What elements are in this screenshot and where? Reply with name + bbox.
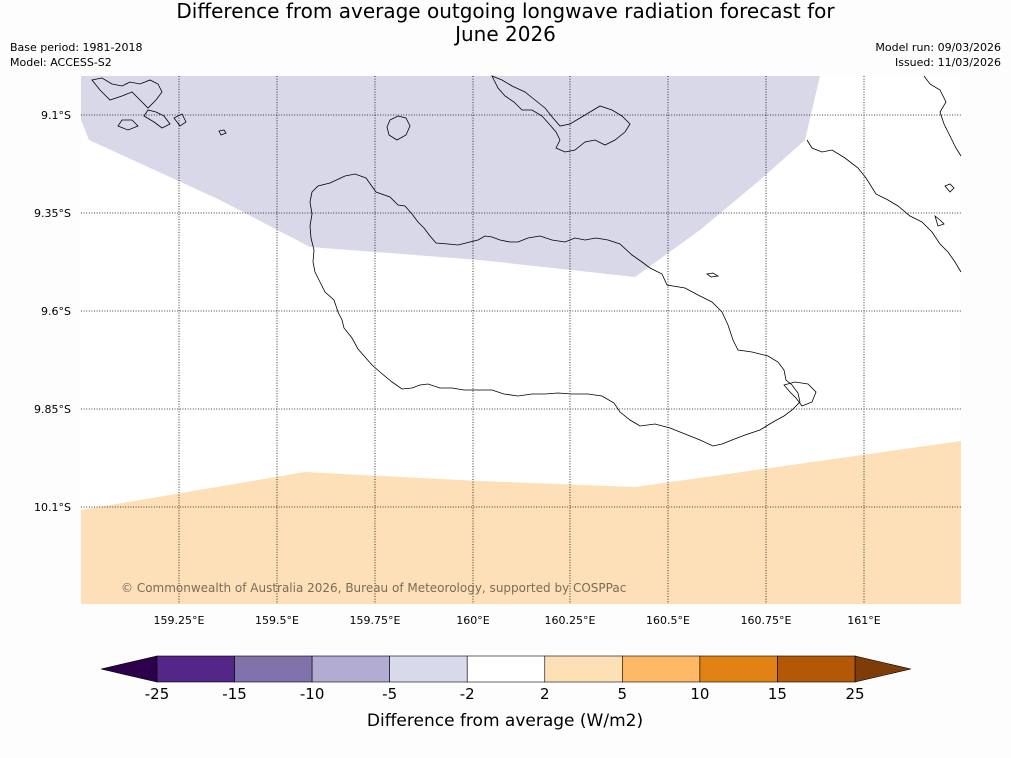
latitude-label: 10.1°S bbox=[34, 501, 71, 514]
title-line-1: Difference from average outgoing longwav… bbox=[176, 0, 835, 23]
longitude-label: 160.25°E bbox=[545, 614, 596, 627]
gridlines bbox=[81, 76, 961, 604]
latitude-labels: 9.1°S 9.35°S 9.6°S 9.85°S 10.1°S bbox=[34, 109, 71, 514]
colorbar-tick-label: -2 bbox=[460, 685, 475, 703]
colorbar-bin bbox=[156, 655, 235, 683]
colorbar-bin bbox=[777, 655, 856, 683]
longitude-label: 161°E bbox=[847, 614, 880, 627]
small-islet-2 bbox=[706, 272, 720, 278]
colorbar-tick-label: 25 bbox=[845, 685, 864, 703]
title-line-2: June 2026 bbox=[455, 22, 556, 46]
colorbar-under-triangle bbox=[100, 655, 158, 683]
latitude-label: 9.85°S bbox=[34, 403, 71, 416]
longitude-label: 160°E bbox=[456, 614, 489, 627]
colorbar-title: Difference from average (W/m2) bbox=[367, 711, 643, 731]
colorbar-bin bbox=[699, 655, 778, 683]
colorbar: -25 -15 -10 -5 -2 2 5 10 15 25 bbox=[100, 655, 912, 703]
colorbar-tick-label: 5 bbox=[618, 685, 628, 703]
issued-date: Issued: 11/03/2026 bbox=[894, 56, 1001, 69]
colorbar-tick-label: -25 bbox=[145, 685, 170, 703]
latitude-label: 9.1°S bbox=[41, 109, 71, 122]
longitude-label: 160.5°E bbox=[646, 614, 690, 627]
colorbar-bin bbox=[389, 655, 468, 683]
marau-islets bbox=[783, 381, 817, 407]
southern-anomaly-region bbox=[81, 441, 961, 604]
colorbar-tick-label: -5 bbox=[382, 685, 397, 703]
meta-left: Base period: 1981-2018 Model: ACCESS-S2 bbox=[10, 40, 142, 70]
base-period: Base period: 1981-2018 bbox=[10, 41, 143, 54]
longitude-label: 159.75°E bbox=[350, 614, 401, 627]
colorbar-tick-label: -10 bbox=[300, 685, 325, 703]
longitude-labels: 159.25°E 159.5°E 159.75°E 160°E 160.25°E 160.… bbox=[154, 614, 881, 627]
northern-anomaly-region bbox=[81, 76, 820, 277]
latitude-label: 9.6°S bbox=[41, 305, 71, 318]
savo-island bbox=[386, 115, 411, 141]
longitude-label: 159.25°E bbox=[154, 614, 205, 627]
malaita-islets bbox=[934, 183, 955, 227]
longitude-label: 160.75°E bbox=[741, 614, 792, 627]
colorbar-tick-label: 10 bbox=[690, 685, 709, 703]
chart-title: Difference from average outgoing longwav… bbox=[0, 0, 1011, 46]
colorbar-bin bbox=[544, 655, 623, 683]
meta-right: Model run: 09/03/2026 Issued: 11/03/2026 bbox=[875, 40, 1001, 70]
colorbar-tick-label: 15 bbox=[768, 685, 787, 703]
colorbar-tick-label: -15 bbox=[222, 685, 247, 703]
longitude-label: 159.5°E bbox=[255, 614, 299, 627]
map-panel bbox=[81, 75, 962, 604]
russell-islands bbox=[91, 77, 187, 131]
colorbar-tick-label: 2 bbox=[540, 685, 550, 703]
coastlines bbox=[91, 75, 962, 447]
colorbar-over-triangle bbox=[854, 655, 912, 683]
model-name: Model: ACCESS-S2 bbox=[10, 56, 112, 69]
florida-islands bbox=[491, 75, 631, 153]
copyright-notice: © Commonwealth of Australia 2026, Bureau… bbox=[121, 581, 626, 595]
colorbar-bin bbox=[466, 655, 546, 683]
model-run: Model run: 09/03/2026 bbox=[875, 41, 1001, 54]
malaita-coastline bbox=[806, 139, 962, 273]
colorbar-bin bbox=[622, 655, 701, 683]
small-islet-1 bbox=[218, 129, 227, 136]
colorbar-bin bbox=[311, 655, 390, 683]
malaita-north-coast bbox=[923, 75, 962, 157]
latitude-label: 9.35°S bbox=[34, 207, 71, 220]
colorbar-bin bbox=[234, 655, 313, 683]
guadalcanal-coastline bbox=[309, 173, 801, 447]
